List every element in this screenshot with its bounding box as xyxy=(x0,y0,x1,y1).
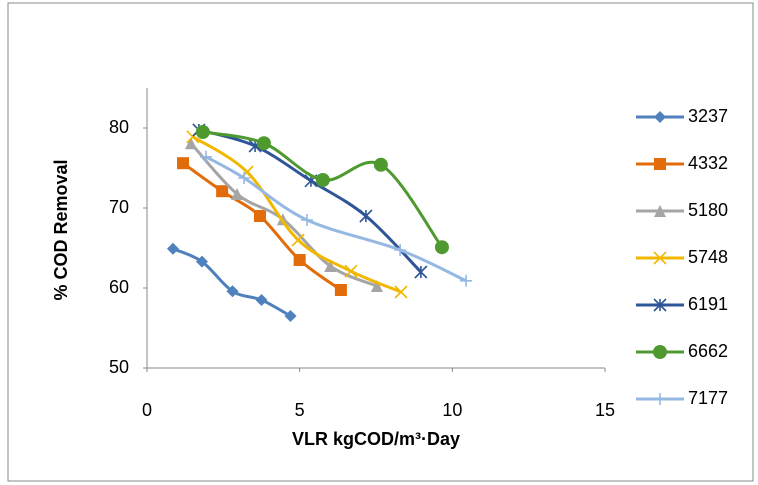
legend-label: 6662 xyxy=(688,341,728,361)
legend-marker xyxy=(654,111,666,123)
x-tick-label: 15 xyxy=(595,400,615,420)
data-point xyxy=(253,210,266,222)
data-point xyxy=(359,209,373,223)
y-tick-label: 70 xyxy=(109,197,129,217)
legend-marker xyxy=(653,251,667,265)
legend-marker xyxy=(654,205,666,217)
data-point xyxy=(414,265,428,279)
data-point xyxy=(184,137,197,150)
data-point xyxy=(195,125,210,139)
data-point xyxy=(394,285,408,299)
data-point xyxy=(334,284,347,296)
data-point xyxy=(226,285,239,298)
x-axis-title: VLR kgCOD/m³·Day xyxy=(292,429,460,449)
data-point xyxy=(394,244,407,256)
legend-marker xyxy=(654,158,666,170)
data-point xyxy=(460,274,473,287)
data-point xyxy=(256,136,271,151)
data-point xyxy=(315,173,330,187)
data-point xyxy=(434,240,449,255)
legend-label: 4332 xyxy=(688,153,728,173)
data-point xyxy=(344,264,358,278)
data-point xyxy=(238,172,251,184)
legend-label: 5748 xyxy=(688,247,728,267)
data-point xyxy=(293,254,306,266)
legend-marker xyxy=(654,393,666,405)
legend-label: 6191 xyxy=(688,294,728,314)
legend-marker xyxy=(653,298,667,312)
data-point xyxy=(195,255,208,268)
data-point xyxy=(373,157,388,172)
data-point xyxy=(324,260,337,272)
data-point xyxy=(300,214,313,226)
x-tick-label: 10 xyxy=(442,400,462,420)
data-point xyxy=(291,233,305,247)
legend-label: 5180 xyxy=(688,200,728,220)
y-axis-title: % COD Removal xyxy=(51,159,71,300)
legend-marker xyxy=(653,345,667,359)
y-tick-label: 50 xyxy=(109,357,129,377)
data-point xyxy=(216,185,229,198)
x-tick-label: 0 xyxy=(142,400,152,420)
data-point xyxy=(166,242,179,255)
y-tick-label: 80 xyxy=(109,117,129,137)
y-tick-label: 60 xyxy=(109,277,129,297)
data-point xyxy=(370,280,383,292)
data-point xyxy=(199,150,212,163)
data-point xyxy=(231,188,244,200)
data-point xyxy=(255,294,268,306)
data-point xyxy=(284,310,297,322)
legend-label: 3237 xyxy=(688,106,728,126)
data-point xyxy=(177,157,190,170)
x-tick-label: 5 xyxy=(295,400,305,420)
legend-label: 7177 xyxy=(688,388,728,408)
